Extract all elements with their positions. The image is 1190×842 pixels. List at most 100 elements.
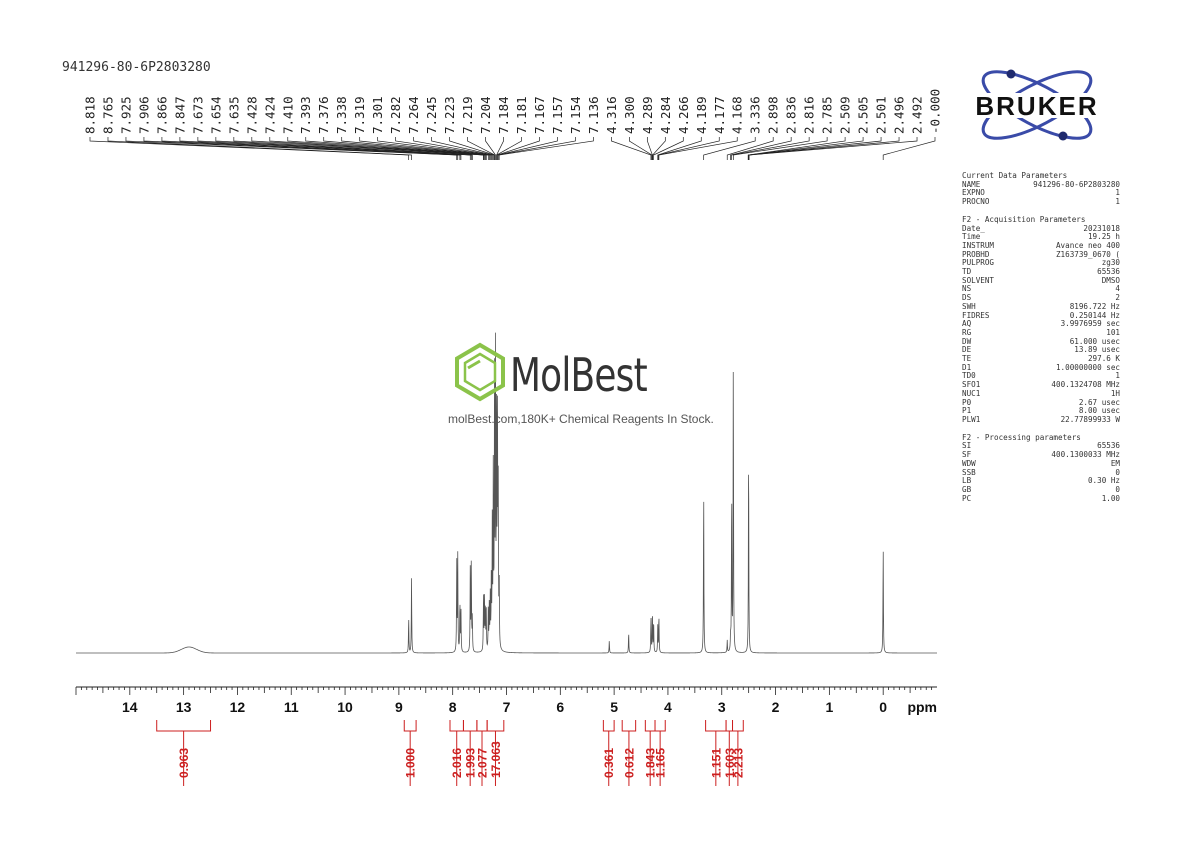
param-key: INSTRUM	[962, 240, 995, 250]
param-row: NAME 941296-80-6P2803280	[962, 179, 1120, 190]
peak-label: 8.765	[100, 96, 412, 160]
param-row: EXPNO 1	[962, 189, 1120, 198]
peak-label-leader	[341, 137, 489, 160]
peak-label: 7.204	[478, 96, 496, 160]
param-row: PROCNO 1	[962, 197, 1120, 207]
peak-label: 7.181	[496, 96, 529, 160]
peak-label: 3.336	[703, 96, 763, 160]
param-key: SWH	[962, 301, 976, 311]
peak-label-text: 2.505	[856, 96, 871, 134]
peak-label: 7.136	[498, 96, 601, 160]
integral-value: 0.361	[602, 748, 616, 778]
peak-label-leader	[233, 137, 473, 160]
peak-label-text: 7.635	[226, 96, 241, 134]
peak-label-text: 7.847	[172, 96, 187, 134]
x-tick-label: 14	[122, 699, 138, 715]
param-section-title: F2 - Processing parameters	[962, 432, 1081, 442]
peak-label-leader	[467, 137, 496, 160]
param-key: TD	[962, 267, 972, 277]
peak-label-leader	[658, 137, 720, 160]
bruker-wordmark: BRUKER	[975, 91, 1098, 121]
peak-label-leader	[497, 137, 540, 160]
integral-region: 0.612	[621, 720, 636, 786]
param-value: 0	[1115, 484, 1120, 494]
param-value: 1.00	[1101, 493, 1120, 503]
param-row: SI 65536	[962, 442, 1120, 451]
peak-label: 7.410	[280, 96, 485, 160]
bruker-logo: BRUKER	[955, 60, 1120, 155]
x-tick-label: 0	[879, 699, 887, 715]
peak-label: 4.284	[652, 96, 673, 160]
peak-label-leader	[125, 137, 458, 160]
peak-label-text: 7.393	[298, 96, 313, 134]
param-key: FIDRES	[962, 310, 990, 320]
param-row: SOLVENT DMSO	[962, 276, 1120, 286]
peak-label-text: 2.898	[766, 96, 781, 134]
param-row: DE 13.89 usec	[962, 346, 1120, 355]
watermark-brand: MolBest	[510, 348, 648, 402]
x-tick-label: 2	[772, 699, 780, 715]
peak-label-text: 7.654	[208, 96, 223, 134]
param-row: INSTRUM Avance neo 400	[962, 240, 1120, 251]
param-value: 2.67 usec	[1078, 397, 1120, 407]
peak-label: 4.289	[640, 96, 655, 160]
param-key: LB	[962, 476, 972, 486]
param-key: P0	[962, 397, 972, 407]
param-key: RG	[962, 327, 972, 337]
peak-label-leader	[611, 137, 652, 160]
peak-label-leader	[359, 137, 490, 160]
peak-label-text: 7.866	[154, 96, 169, 134]
x-tick-label: 10	[337, 699, 353, 715]
peak-label-text: 7.223	[442, 96, 457, 134]
param-row: RG 101	[962, 327, 1120, 338]
param-key: NS	[962, 284, 972, 294]
peak-label: 7.301	[370, 96, 491, 160]
integral-value: 2.213	[731, 748, 745, 778]
peak-label-text: 7.181	[514, 96, 529, 134]
integral-bracket	[403, 720, 417, 732]
param-value: 297.6 K	[1087, 354, 1120, 364]
param-value: 2	[1115, 293, 1120, 303]
peak-label-text: 2.836	[784, 96, 799, 134]
peak-label-text: 4.300	[622, 96, 637, 134]
peak-label-text: 4.266	[676, 96, 691, 134]
x-tick-label: 6	[556, 699, 564, 715]
integral-bracket	[486, 720, 505, 732]
param-value: zg30	[1101, 258, 1120, 268]
param-key: SFO1	[962, 380, 981, 390]
peak-label-text: 7.410	[280, 96, 295, 134]
integral-value: 1.165	[654, 748, 668, 778]
integral-bracket	[705, 720, 727, 732]
molbest-watermark: MolBest molBest.com,180K+ Chemical Reage…	[448, 340, 748, 440]
peak-label: 7.376	[316, 96, 487, 160]
param-value: 1H	[1110, 388, 1120, 398]
param-section-title: Current Data Parameters	[962, 171, 1068, 180]
peak-label-text: 4.316	[604, 96, 619, 134]
peak-label-text: 8.818	[83, 96, 98, 134]
peak-label-leader	[395, 137, 492, 160]
param-value: 13.89 usec	[1074, 345, 1120, 355]
param-key: SI	[962, 441, 972, 451]
x-tick-label: 5	[610, 699, 618, 715]
peak-label-text: 7.338	[334, 96, 349, 134]
peak-label-text: 7.219	[460, 96, 475, 134]
peak-label-leader	[215, 137, 472, 160]
param-value: 941296-80-6P2803280	[1033, 179, 1120, 189]
integral-region: 0.963	[156, 720, 212, 786]
param-key: DE	[962, 345, 972, 355]
peak-label-leader	[197, 137, 471, 160]
peak-label-text: 2.501	[874, 96, 889, 134]
peak-label-leader	[731, 137, 810, 160]
peak-label: 4.316	[604, 96, 652, 160]
param-row: P1 8.00 usec	[962, 407, 1120, 416]
param-value: 101	[1106, 327, 1120, 337]
integral-region: 1.993	[462, 720, 478, 786]
peak-label-leader	[161, 137, 461, 160]
x-tick-label: 1	[825, 699, 833, 715]
peak-label-text: 7.906	[136, 96, 151, 134]
peak-label-text: 4.177	[712, 96, 727, 134]
peak-label-leader	[629, 137, 653, 160]
peak-label: 4.189	[657, 96, 709, 160]
peak-label-leader	[748, 137, 918, 160]
